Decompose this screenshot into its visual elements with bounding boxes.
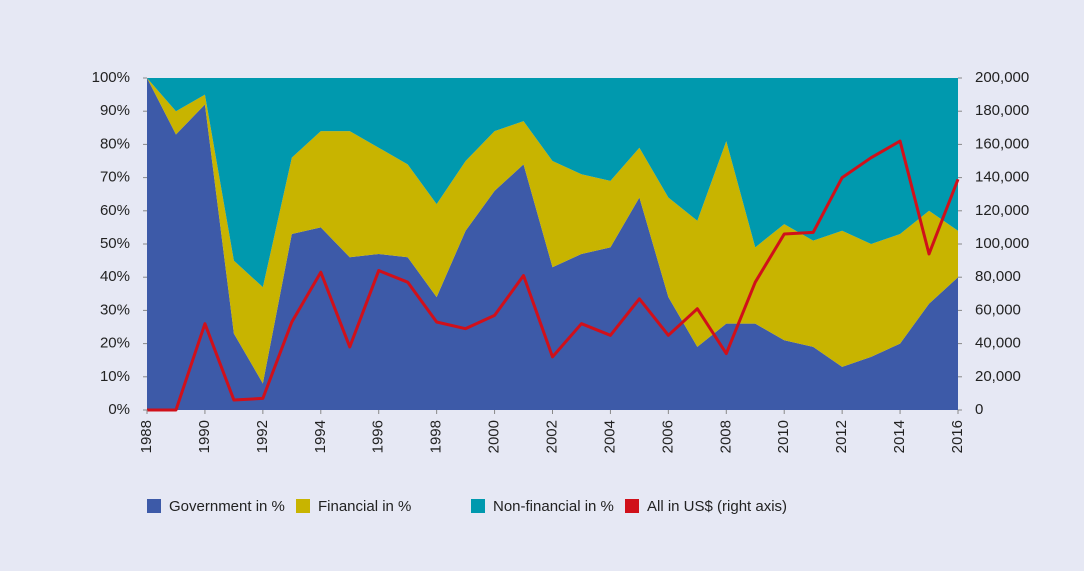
y-tick-label: 30% xyxy=(100,301,130,318)
y-tick-label: 10% xyxy=(100,368,130,385)
area xyxy=(147,78,958,384)
x-tick-label: 2016 xyxy=(949,420,966,453)
area xyxy=(147,78,958,288)
x-tick-label: 2014 xyxy=(891,420,908,453)
y-tick-label: 50% xyxy=(100,235,130,252)
x-tick-label: 2010 xyxy=(775,420,792,453)
y2-tick-label: 140,000 xyxy=(975,169,1029,186)
y2-tick-label: 160,000 xyxy=(975,135,1029,152)
x-tick-label: 1992 xyxy=(254,420,271,453)
y-tick-label: 40% xyxy=(100,268,130,285)
y2-tick-label: 60,000 xyxy=(975,301,1021,318)
y2-tick-label: 180,000 xyxy=(975,102,1029,119)
y2-tick-label: 20,000 xyxy=(975,368,1021,385)
y-tick-label: 0% xyxy=(108,401,130,418)
x-tick-label: 1998 xyxy=(428,420,445,453)
x-tick-label: 1996 xyxy=(370,420,387,453)
line xyxy=(147,139,960,412)
x-tick-label: 1994 xyxy=(312,420,329,453)
legend-swatch xyxy=(147,499,161,513)
legend-swatch xyxy=(471,499,485,513)
legend-swatch xyxy=(625,499,639,513)
y2-tick-label: 100,000 xyxy=(975,235,1029,252)
y2-tick-label: 40,000 xyxy=(975,335,1021,352)
area xyxy=(147,78,958,410)
y2-tick-label: 120,000 xyxy=(975,202,1029,219)
y2-tick-label: 80,000 xyxy=(975,268,1021,285)
legend-label: Financial in % xyxy=(318,498,411,515)
y-tick-label: 60% xyxy=(100,202,130,219)
y-tick-label: 80% xyxy=(100,135,130,152)
x-tick-label: 2000 xyxy=(486,420,503,453)
x-tick-label: 1988 xyxy=(138,420,155,453)
legend-label: All in US$ (right axis) xyxy=(647,498,787,515)
x-tick-label: 2012 xyxy=(833,420,850,453)
x-tick-label: 2006 xyxy=(659,420,676,453)
y2-tick-label: 0 xyxy=(975,401,983,418)
y-tick-label: 70% xyxy=(100,169,130,186)
y-tick-label: 20% xyxy=(100,335,130,352)
x-tick-label: 2008 xyxy=(717,420,734,453)
x-tick-label: 2002 xyxy=(543,420,560,453)
x-tick-label: 2004 xyxy=(601,420,618,453)
legend-swatch xyxy=(296,499,310,513)
x-tick-label: 1990 xyxy=(196,420,213,453)
legend-label: Government in % xyxy=(169,498,285,515)
legend-label: Non-financial in % xyxy=(493,498,614,515)
y2-tick-label: 200,000 xyxy=(975,69,1029,86)
y-tick-label: 90% xyxy=(100,102,130,119)
y-tick-label: 100% xyxy=(92,69,130,86)
